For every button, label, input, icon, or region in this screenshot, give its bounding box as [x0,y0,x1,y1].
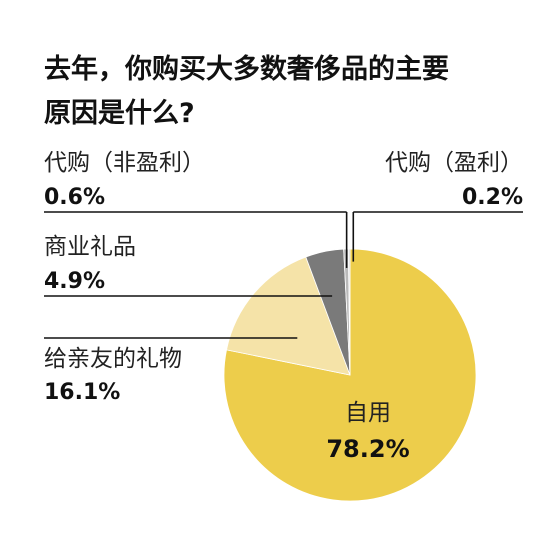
label-business-gift: 商业礼品 [44,234,136,260]
value-self-use: 78.2% [326,435,409,463]
title-line-2: 原因是什么? [44,98,195,129]
chart-title: 去年，你购买大多数奢侈品的主要 原因是什么? [44,48,449,136]
value-daigou-profit: 0.2% [462,185,523,210]
slice-self-use [223,248,477,502]
label-daigou-nonprofit: 代购（非盈利） [44,150,205,176]
value-business-gift: 4.9% [44,269,105,294]
label-gift-friends: 给亲友的礼物 [44,346,182,372]
slice-gift-friends [226,256,351,376]
pie-slices [223,248,477,502]
title-line-1: 去年，你购买大多数奢侈品的主要 [44,54,449,85]
label-daigou-profit: 代购（盈利） [385,150,523,176]
value-gift-friends: 16.1% [44,380,120,405]
value-daigou-nonprofit: 0.6% [44,185,105,210]
label-self-use: 自用 [345,400,391,426]
slice-daigou-profit [348,248,351,376]
leader-lines [44,211,523,339]
